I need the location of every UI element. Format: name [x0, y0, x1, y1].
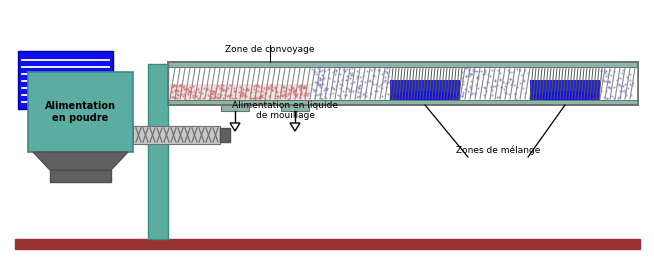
Ellipse shape	[534, 91, 596, 101]
Ellipse shape	[394, 91, 456, 101]
FancyBboxPatch shape	[221, 105, 249, 111]
Text: Alimentation
en poudre: Alimentation en poudre	[45, 101, 116, 123]
FancyBboxPatch shape	[281, 105, 309, 111]
Text: Alimentation en liquide
de mouillage: Alimentation en liquide de mouillage	[232, 100, 338, 120]
Text: Zones de mélange: Zones de mélange	[456, 145, 540, 155]
FancyBboxPatch shape	[170, 84, 310, 100]
Text: Zone de convoyage: Zone de convoyage	[225, 45, 315, 54]
FancyBboxPatch shape	[168, 67, 638, 100]
FancyBboxPatch shape	[133, 126, 220, 144]
FancyBboxPatch shape	[390, 80, 460, 100]
FancyBboxPatch shape	[18, 51, 113, 109]
FancyBboxPatch shape	[148, 64, 168, 239]
Polygon shape	[290, 123, 300, 131]
Polygon shape	[230, 123, 240, 131]
FancyBboxPatch shape	[168, 62, 638, 105]
FancyBboxPatch shape	[15, 239, 640, 249]
FancyBboxPatch shape	[530, 80, 600, 100]
FancyBboxPatch shape	[50, 170, 111, 182]
FancyBboxPatch shape	[220, 128, 230, 142]
Polygon shape	[33, 152, 128, 170]
FancyBboxPatch shape	[28, 72, 133, 152]
